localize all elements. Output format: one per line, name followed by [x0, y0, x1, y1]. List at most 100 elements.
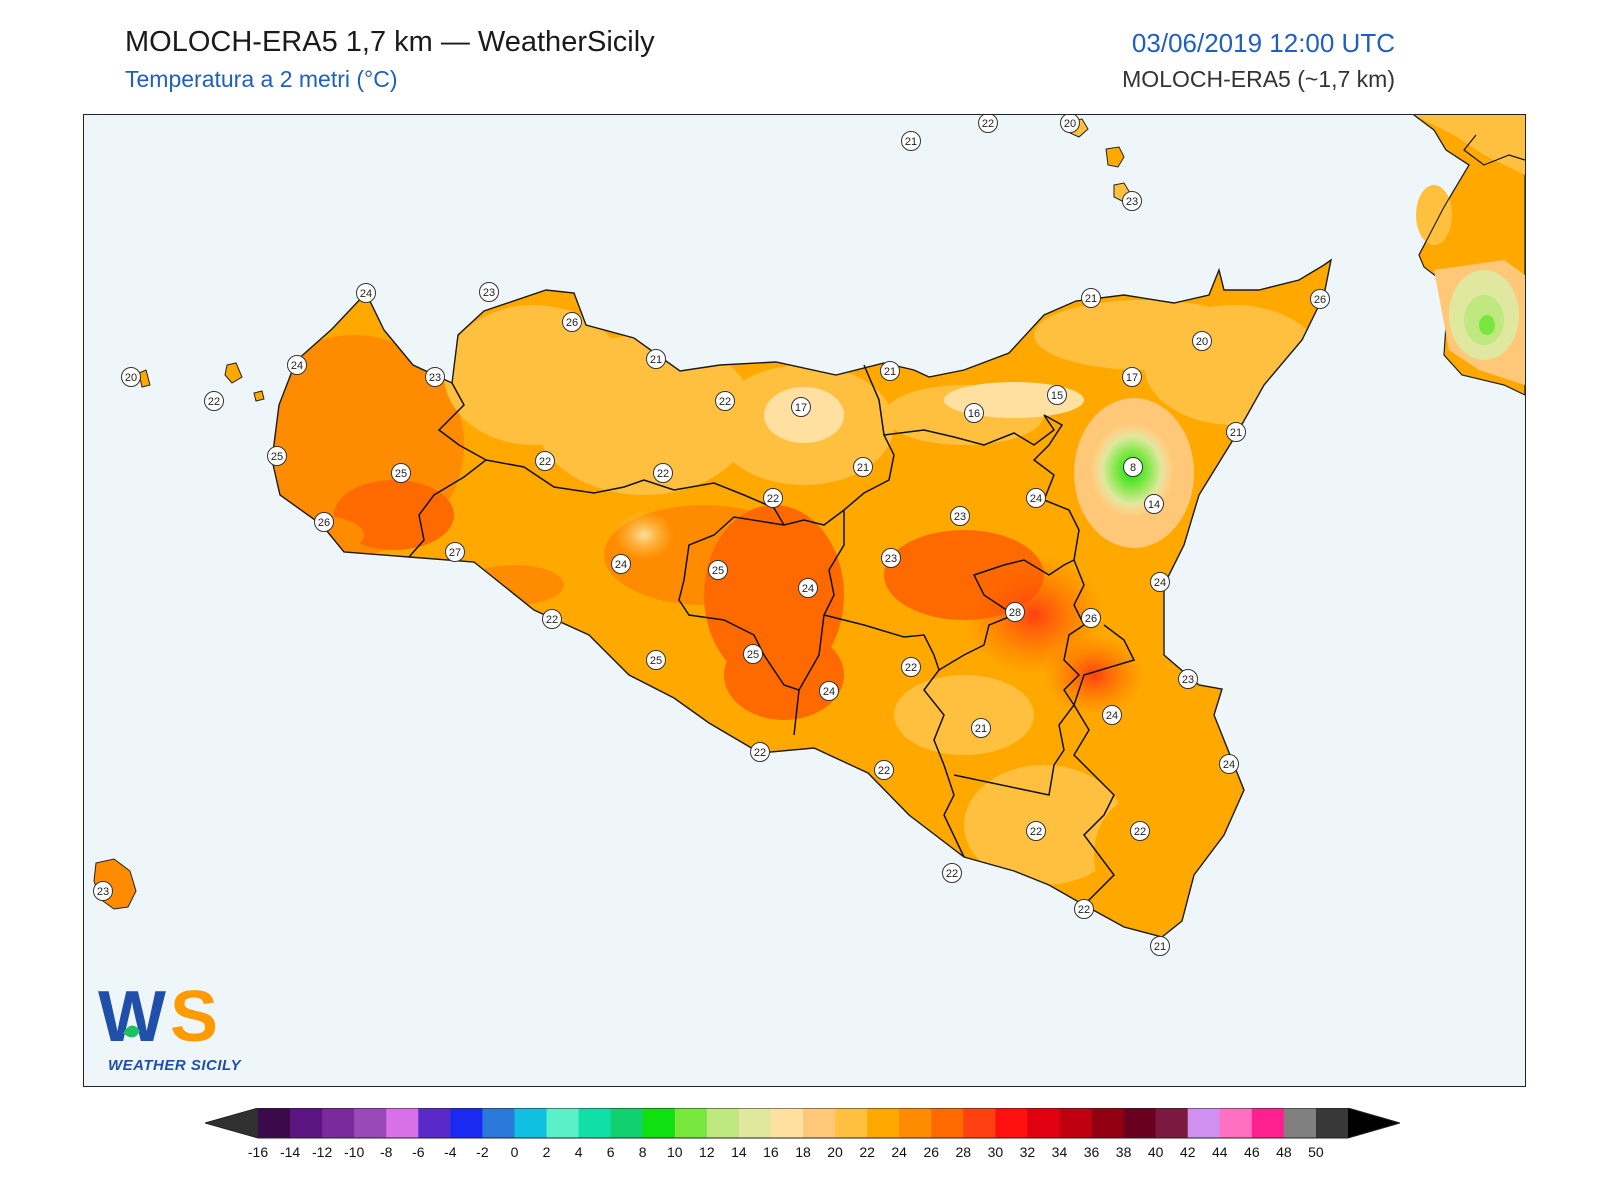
station-value: 20	[1064, 118, 1076, 130]
station-value: 24	[360, 288, 372, 300]
station-marker: 23	[425, 367, 445, 387]
station-marker: 16	[964, 403, 984, 423]
province-borders	[408, 364, 1136, 906]
colorbar-tick-label: 2	[543, 1144, 551, 1160]
colorbar-tick-label: 36	[1084, 1144, 1100, 1160]
station-value: 21	[1230, 427, 1242, 439]
station-value: 16	[968, 408, 980, 420]
colorbar-tick-label: 0	[511, 1144, 519, 1160]
station-marker: 25	[646, 650, 666, 670]
station-marker: 22	[1130, 821, 1150, 841]
station-value: 22	[1030, 826, 1042, 838]
station-value: 22	[905, 662, 917, 674]
station-value: 22	[1134, 826, 1146, 838]
station-marker: 14	[1144, 494, 1164, 514]
colorbar-swatch	[482, 1108, 515, 1138]
colorbar-tick-label: -10	[344, 1144, 364, 1160]
colorbar-swatch	[963, 1108, 996, 1138]
colorbar-swatch	[1091, 1108, 1125, 1138]
colorbar-swatch	[1123, 1108, 1157, 1138]
temperature-colorbar: -16 -14 -12 -10 -8 -6 -4 -2 0 2 4 6 8 10 12 14 16 18 20 22 2…	[203, 1107, 1402, 1173]
station-value: 23	[97, 886, 109, 898]
colorbar-swatch	[450, 1108, 483, 1138]
chart-title: MOLOCH-ERA5 1,7 km — WeatherSicily	[125, 26, 655, 58]
colorbar-swatch	[1251, 1108, 1285, 1138]
colorbar-tick-label: 20	[827, 1144, 843, 1160]
colorbar-under-arrow	[205, 1108, 258, 1138]
colorbar-swatch	[706, 1108, 740, 1138]
station-value: 21	[1154, 941, 1166, 953]
station-value: 20	[1196, 336, 1208, 348]
station-value: 17	[795, 402, 807, 414]
colorbar-swatch	[995, 1108, 1028, 1138]
station-marker: 20	[1192, 331, 1212, 351]
colorbar-swatch	[418, 1108, 451, 1138]
colorbar-swatch	[354, 1108, 387, 1138]
colorbar-swatch	[514, 1108, 548, 1138]
colorbar-swatch	[1059, 1108, 1093, 1138]
colorbar-tick-label: -12	[312, 1144, 332, 1160]
station-value: 24	[1154, 577, 1166, 589]
station-marker: 17	[791, 397, 811, 417]
station-value: 21	[905, 136, 917, 148]
station-marker: 21	[1226, 422, 1246, 442]
station-marker: 21	[853, 457, 873, 477]
station-marker: 21	[646, 349, 666, 369]
station-marker: 24	[1102, 705, 1122, 725]
colorbar-tick-label: -8	[380, 1144, 393, 1160]
station-value: 23	[885, 553, 897, 565]
station-marker: 8	[1123, 457, 1143, 477]
station-marker: 22	[653, 463, 673, 483]
colorbar-swatch	[1283, 1108, 1317, 1138]
station-marker: 20	[1060, 115, 1080, 133]
colorbar-swatch	[546, 1108, 580, 1138]
station-marker: 23	[950, 506, 970, 526]
station-value: 17	[1126, 372, 1138, 384]
model-label: MOLOCH-ERA5 (~1,7 km)	[1122, 66, 1395, 92]
colorbar-tick-label: 34	[1052, 1144, 1068, 1160]
colorbar-swatch	[931, 1108, 964, 1138]
colorbar-swatch	[322, 1108, 355, 1138]
colorbar-swatch	[1219, 1108, 1253, 1138]
station-marker: 15	[1047, 385, 1067, 405]
colorbar-swatch	[1027, 1108, 1060, 1138]
colorbar-tick-label: 32	[1020, 1144, 1036, 1160]
station-marker: 22	[874, 760, 894, 780]
colorbar-tick-label: 24	[891, 1144, 907, 1160]
station-value: 22	[208, 396, 220, 408]
logo-text: WEATHER SICILY	[108, 1057, 242, 1074]
station-marker: 22	[542, 609, 562, 629]
colorbar-swatch	[1315, 1108, 1349, 1138]
colorbar-tick-label: 4	[575, 1144, 583, 1160]
station-value: 22	[767, 493, 779, 505]
colorbar-swatch	[258, 1108, 291, 1138]
colorbar-swatch	[386, 1108, 419, 1138]
station-value: 14	[1148, 499, 1160, 511]
station-marker: 22	[750, 742, 770, 762]
map-area[interactable]: 21 22 20 23 24 23 26 20 22 24 23 21 21 21 26 20 17 15 16 17…	[83, 114, 1526, 1087]
station-value: 25	[395, 468, 407, 480]
station-value: 26	[1085, 613, 1097, 625]
station-marker: 21	[901, 131, 921, 151]
station-marker: 20	[121, 367, 141, 387]
colorbar-swatch	[803, 1108, 836, 1138]
station-marker: 21	[1150, 936, 1170, 956]
colorbar-tick-label: 40	[1148, 1144, 1164, 1160]
colorbar-swatch	[835, 1108, 868, 1138]
colorbar-tick-label: 30	[988, 1144, 1004, 1160]
station-marker: 24	[798, 578, 818, 598]
station-marker: 22	[204, 391, 224, 411]
station-value: 26	[318, 517, 330, 529]
station-marker: 17	[1122, 367, 1142, 387]
colorbar-swatch	[770, 1108, 804, 1138]
station-value: 20	[125, 372, 137, 384]
colorbar-swatch	[290, 1108, 323, 1138]
station-value: 22	[982, 118, 994, 130]
station-marker: 23	[1122, 191, 1142, 211]
colorbar-swatch	[578, 1108, 612, 1138]
station-value: 22	[1078, 904, 1090, 916]
colorbar-swatch	[674, 1108, 708, 1138]
station-marker: 23	[93, 881, 113, 901]
station-value: 22	[539, 456, 551, 468]
station-marker: 21	[971, 718, 991, 738]
